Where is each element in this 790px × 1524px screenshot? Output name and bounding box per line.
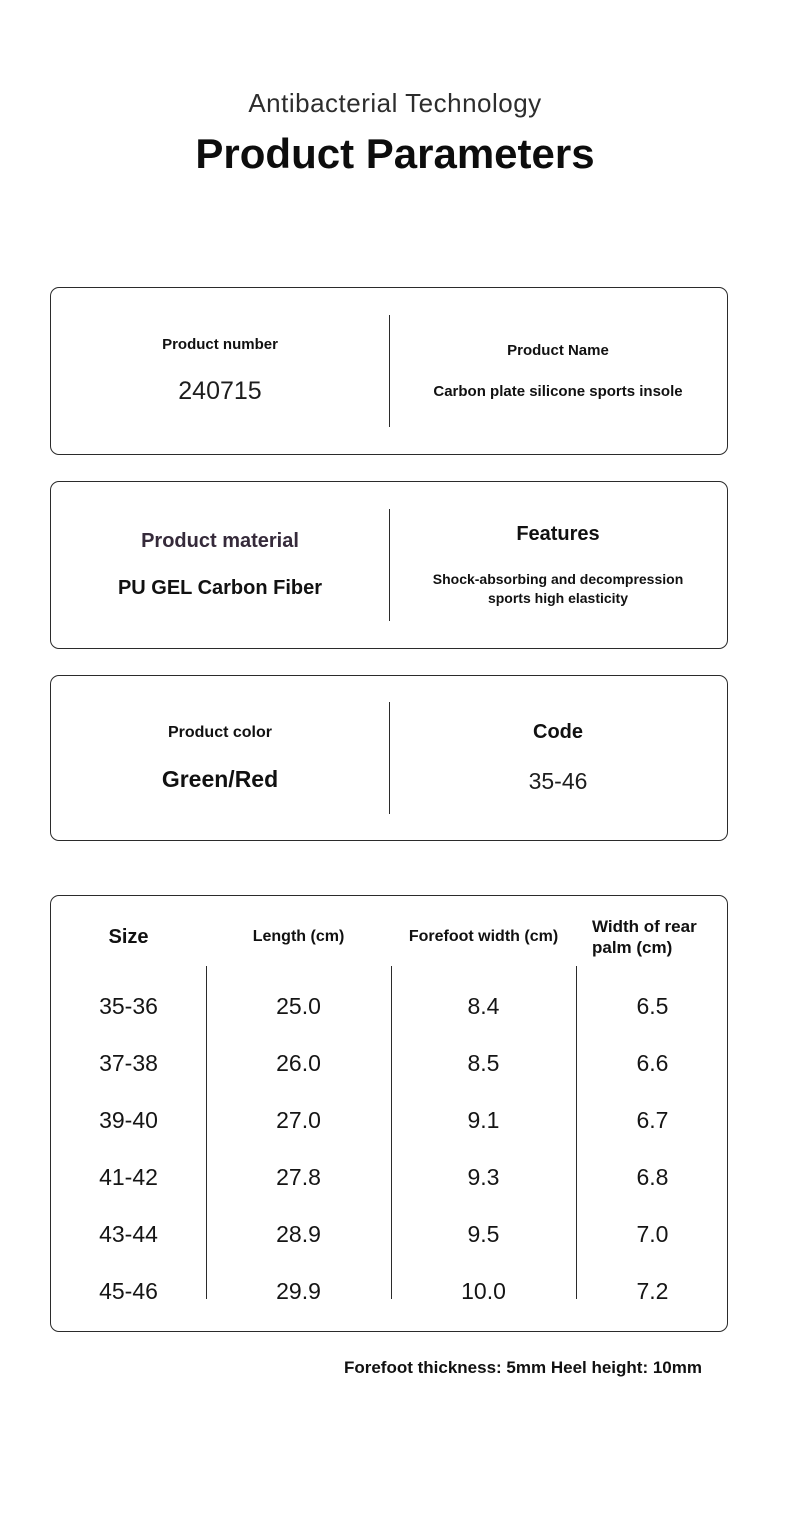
features-cell: Features Shock-absorbing and decompressi… — [389, 482, 727, 648]
column-divider — [206, 966, 207, 1299]
size-cell: 37-38 — [99, 1050, 158, 1076]
length-cell: 25.0 — [276, 993, 321, 1019]
vertical-divider — [389, 314, 390, 428]
size-column-header: Size — [108, 925, 149, 948]
page-subtitle: Antibacterial Technology — [248, 88, 542, 118]
length-cell: 27.8 — [276, 1164, 321, 1190]
product-number-label: Product number — [162, 336, 278, 353]
length-cell: 29.9 — [276, 1278, 321, 1304]
size-cell: 43-44 — [99, 1221, 158, 1247]
product-material-label: Product material — [141, 530, 299, 552]
table-row: 41-42 27.8 9.3 6.8 — [51, 1149, 727, 1206]
forefoot-cell: 9.1 — [467, 1107, 500, 1133]
code-cell: Code 35-46 — [389, 676, 727, 840]
rear-cell: 6.5 — [636, 993, 669, 1019]
code-value: 35-46 — [528, 768, 588, 794]
thickness-footnote: Forefoot thickness: 5mm Heel height: 10m… — [343, 1358, 702, 1377]
length-cell: 26.0 — [276, 1050, 321, 1076]
color-code-box: Product color Green/Red Code 35-46 — [50, 675, 728, 841]
table-row: 43-44 28.9 9.5 7.0 — [51, 1206, 727, 1263]
length-cell: 28.9 — [276, 1221, 321, 1247]
table-row: 37-38 26.0 8.5 6.6 — [51, 1035, 727, 1092]
rear-cell: 7.0 — [636, 1221, 669, 1247]
size-cell: 35-36 — [99, 993, 158, 1019]
product-color-cell: Product color Green/Red — [51, 676, 389, 840]
product-material-cell: Product material PU GEL Carbon Fiber — [51, 482, 389, 648]
forefoot-width-column-header: Forefoot width (cm) — [408, 928, 559, 945]
forefoot-cell: 8.4 — [467, 993, 500, 1019]
code-label: Code — [533, 721, 583, 743]
size-cell: 41-42 — [99, 1164, 158, 1190]
forefoot-cell: 9.5 — [467, 1221, 500, 1247]
features-label: Features — [516, 522, 600, 545]
product-name-value: Carbon plate silicone sports insole — [433, 383, 683, 400]
features-value: Shock-absorbing and decompression sports… — [432, 570, 684, 606]
size-table-header-row: Size Length (cm) Forefoot width (cm) Wid… — [51, 896, 727, 978]
vertical-divider — [389, 702, 390, 814]
size-table-box: Size Length (cm) Forefoot width (cm) Wid… — [50, 895, 728, 1332]
column-divider — [391, 966, 392, 1299]
table-row: 35-36 25.0 8.4 6.5 — [51, 978, 727, 1035]
rear-cell: 6.7 — [636, 1107, 669, 1133]
product-number-cell: Product number 240715 — [51, 288, 389, 454]
table-row: 39-40 27.0 9.1 6.7 — [51, 1092, 727, 1149]
column-divider — [576, 966, 577, 1299]
product-color-value: Green/Red — [161, 765, 279, 792]
forefoot-cell: 9.3 — [467, 1164, 500, 1190]
table-row: 45-46 29.9 10.0 7.2 — [51, 1263, 727, 1320]
material-features-box: Product material PU GEL Carbon Fiber Fea… — [50, 481, 728, 649]
product-material-value: PU GEL Carbon Fiber — [117, 577, 323, 599]
product-color-label: Product color — [167, 723, 272, 741]
product-number-name-box: Product number 240715 Product Name Carbo… — [50, 287, 728, 455]
product-name-cell: Product Name Carbon plate silicone sport… — [389, 288, 727, 454]
product-name-label: Product Name — [507, 342, 609, 359]
rear-cell: 6.8 — [636, 1164, 669, 1190]
rear-palm-width-column-header: Width of rear palm (cm) — [592, 916, 697, 957]
page-title: Product Parameters — [195, 130, 595, 177]
length-cell: 27.0 — [276, 1107, 321, 1133]
vertical-divider — [389, 508, 390, 622]
forefoot-cell: 10.0 — [461, 1278, 506, 1304]
product-number-value: 240715 — [178, 377, 262, 405]
length-column-header: Length (cm) — [252, 928, 345, 945]
rear-cell: 6.6 — [636, 1050, 669, 1076]
rear-cell: 7.2 — [636, 1278, 669, 1304]
size-cell: 39-40 — [99, 1107, 158, 1133]
size-cell: 45-46 — [99, 1278, 158, 1304]
forefoot-cell: 8.5 — [467, 1050, 500, 1076]
